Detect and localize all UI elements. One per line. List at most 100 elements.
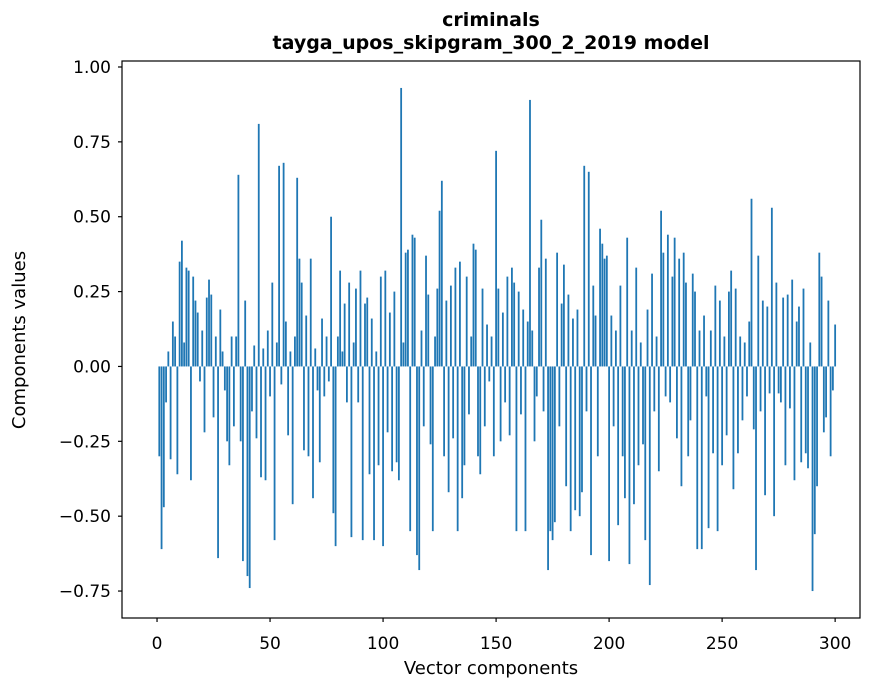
- bar: [187, 270, 190, 367]
- bar: [330, 216, 332, 367]
- bar: [174, 336, 177, 367]
- bar: [784, 366, 787, 466]
- bar: [732, 366, 735, 490]
- y-tick-label: 0.75: [73, 133, 111, 153]
- bar: [440, 180, 443, 367]
- bar: [201, 330, 204, 367]
- bar: [834, 324, 837, 367]
- bar: [691, 273, 694, 367]
- bar: [499, 366, 502, 442]
- y-tick-label: 0.25: [73, 283, 111, 303]
- bar: [705, 366, 708, 397]
- bar: [757, 255, 760, 367]
- bar: [379, 276, 382, 367]
- bar: [565, 366, 568, 487]
- bar: [513, 282, 516, 367]
- bar: [773, 366, 776, 517]
- bar: [822, 366, 825, 433]
- bar: [391, 366, 394, 472]
- bar: [271, 282, 274, 367]
- bar: [443, 366, 445, 457]
- bar: [574, 366, 577, 511]
- bar: [671, 276, 674, 367]
- bar: [524, 366, 527, 532]
- bar: [734, 288, 737, 367]
- bar: [429, 366, 432, 445]
- x-tick-label: 250: [706, 634, 738, 654]
- bar: [680, 366, 683, 487]
- bar: [614, 330, 617, 367]
- bar: [766, 306, 769, 367]
- bar: [678, 258, 681, 367]
- x-tick-label: 0: [152, 634, 163, 654]
- bar: [307, 366, 310, 457]
- bar: [700, 366, 703, 550]
- bar: [829, 366, 832, 457]
- bar: [407, 249, 409, 367]
- bar: [409, 366, 412, 532]
- bar: [242, 366, 244, 562]
- bar: [183, 342, 186, 367]
- y-tick-label: −0.75: [59, 582, 111, 602]
- x-tick-label: 200: [593, 634, 625, 654]
- bar: [210, 294, 213, 367]
- bar: [332, 366, 335, 514]
- bar: [725, 366, 728, 436]
- bar: [716, 366, 719, 532]
- bar: [639, 342, 642, 367]
- bar: [816, 366, 818, 487]
- bar: [199, 366, 201, 382]
- bar: [454, 267, 457, 367]
- bar: [456, 366, 459, 532]
- bar: [492, 366, 495, 457]
- bar: [280, 366, 283, 385]
- bar: [569, 366, 572, 532]
- bar: [393, 291, 396, 367]
- bar: [321, 318, 323, 367]
- bar: [208, 279, 210, 367]
- bar: [377, 366, 380, 466]
- bar: [538, 267, 540, 367]
- bar: [676, 366, 678, 439]
- bar: [798, 306, 800, 367]
- bar: [192, 276, 195, 367]
- bar: [664, 366, 667, 397]
- bar: [364, 303, 366, 367]
- bar: [237, 174, 240, 367]
- bar: [522, 309, 525, 367]
- bar: [624, 366, 626, 499]
- bar: [504, 366, 507, 403]
- bar: [739, 336, 742, 367]
- bar: [673, 237, 676, 367]
- bar: [370, 318, 373, 367]
- bar: [662, 252, 665, 367]
- bar: [350, 366, 353, 538]
- bar: [728, 291, 730, 367]
- bar: [411, 234, 414, 367]
- bar: [789, 366, 791, 409]
- bar: [348, 282, 351, 367]
- bar: [535, 366, 538, 397]
- bar: [515, 366, 518, 532]
- bar: [228, 366, 231, 466]
- bar: [246, 366, 249, 577]
- bar: [291, 366, 294, 505]
- bar: [436, 288, 439, 367]
- bar: [355, 288, 357, 367]
- bar: [761, 300, 764, 367]
- bar: [685, 282, 687, 367]
- bar: [483, 366, 486, 427]
- bar: [682, 252, 685, 367]
- bar: [648, 366, 651, 586]
- bar: [517, 291, 520, 367]
- bar: [171, 321, 174, 367]
- bar: [167, 351, 170, 367]
- bar: [583, 165, 586, 367]
- bar: [800, 366, 803, 463]
- bar: [449, 285, 452, 367]
- bar: [194, 300, 197, 367]
- bar: [556, 252, 559, 367]
- bar: [587, 171, 590, 367]
- bar: [336, 336, 339, 367]
- bar: [542, 366, 545, 412]
